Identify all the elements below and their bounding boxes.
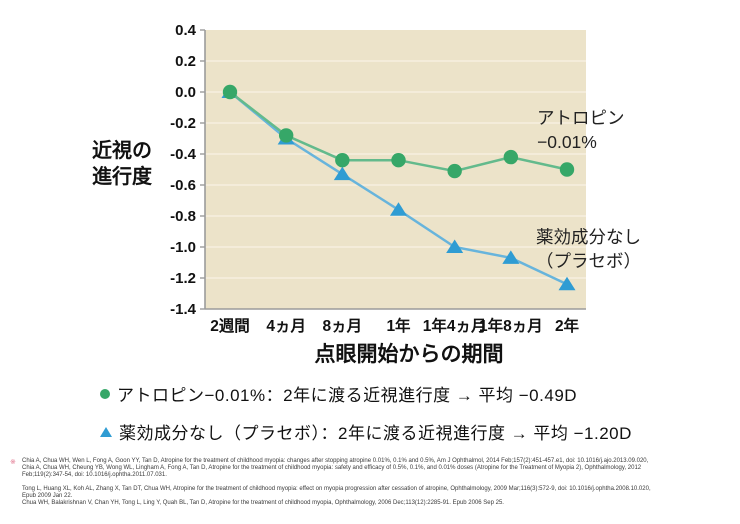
- x-tick-label: 1年: [386, 316, 411, 335]
- reference-line: Epub 2009 Jan 22.: [22, 493, 73, 500]
- series-annotation: 薬効成分なし（プラセボ）: [536, 227, 641, 271]
- y-axis-title: 近視の: [92, 138, 152, 162]
- x-tick-label: 8ヵ月: [323, 317, 363, 335]
- reference-line: Chua WH, Balakrishnan V, Chan YH, Tong L…: [22, 499, 504, 506]
- circle-marker: [447, 163, 462, 179]
- y-tick-label: -1.0: [170, 239, 196, 256]
- x-axis-title: 点眼開始からの期間: [315, 342, 504, 366]
- x-tick-label: 1年4ヵ月: [423, 316, 487, 335]
- reference-line: Chia A, Chua WH, Wen L, Fong A, Goon YY,…: [22, 458, 649, 464]
- triangle-marker: [446, 239, 464, 253]
- x-tick-label: 2年: [555, 316, 580, 335]
- circle-marker: [391, 153, 406, 168]
- circle-marker: [278, 128, 294, 143]
- circle-marker: [335, 153, 350, 168]
- circle-marker: [222, 84, 238, 100]
- circle-marker: [503, 149, 519, 165]
- footnote-marker: ※: [10, 459, 16, 466]
- y-tick-label: -0.8: [170, 208, 196, 225]
- series-annotation: アトロピン−0.01%: [537, 108, 625, 152]
- y-tick-label: 0.4: [175, 22, 197, 39]
- y-tick-label: -1.2: [170, 270, 196, 287]
- myopia-progression-chart: 0.4 0.2 0.0 -0.2 -0.4 -0.6 -0.8 -1.0 -1.2 -1.4 2週間…: [92, 22, 641, 366]
- x-tick-label: 1年8ヵ月: [479, 316, 543, 335]
- triangle-marker: [502, 250, 520, 264]
- reference-line: Chia A, Chua WH, Cheung YB, Wong WL, Lin…: [22, 464, 642, 471]
- triangle-marker: [333, 166, 351, 181]
- chart-legend: アトロピン−0.01%：2年に渡る近視進行度 → 平均 −0.49D 薬効成分なし…: [100, 381, 632, 457]
- legend-item: 薬効成分なし（プラセボ）：2年に渡る近視進行度 → 平均 −1.20D: [100, 419, 632, 444]
- y-axis-title: 進行度: [92, 164, 153, 188]
- y-tick-label: -0.2: [170, 115, 196, 132]
- circle-marker-icon: [100, 388, 110, 399]
- x-tick-label: 4ヵ月: [266, 317, 306, 335]
- legend-label: アトロピン−0.01%：2年に渡る近視進行度 → 平均 −0.49D: [117, 386, 578, 405]
- legend-item: アトロピン−0.01%：2年に渡る近視進行度 → 平均 −0.49D: [100, 381, 632, 406]
- triangle-marker-icon: [100, 426, 112, 437]
- triangle-marker: [558, 276, 576, 291]
- triangle-marker: [390, 202, 407, 216]
- y-tick-label: -0.4: [170, 146, 197, 163]
- reference-lines: Chia A, Chua WH, Wen L, Fong A, Goon YY,…: [22, 458, 651, 507]
- reference-line: [22, 479, 651, 487]
- y-tick-label: -1.4: [170, 301, 197, 318]
- x-tick-label: 2週間: [210, 317, 250, 335]
- y-tick-label: -0.6: [170, 177, 196, 194]
- y-tick-label: 0.2: [175, 53, 196, 70]
- legend-label: 薬効成分なし（プラセボ）：2年に渡る近視進行度 → 平均 −1.20D: [119, 424, 632, 443]
- reference-line: Feb;119(2):347-54, doi: 10.1016/j.ophtha…: [22, 471, 167, 478]
- circle-marker: [559, 162, 575, 177]
- y-tick-label: 0.0: [175, 84, 196, 101]
- reference-line: Tong L, Huang XL, Koh AL, Zhang X, Tan D…: [22, 486, 651, 493]
